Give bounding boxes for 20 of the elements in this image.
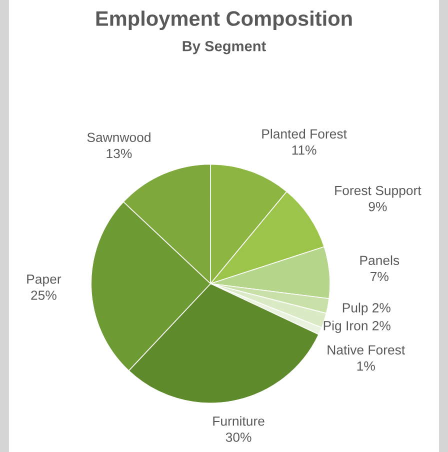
slice-label: Planted Forest (262, 128, 347, 139)
data-label: 11% (292, 145, 316, 155)
data-label: 2% (372, 303, 390, 312)
data-label: 1% (357, 361, 375, 371)
slice-label: Panels (360, 255, 400, 266)
data-label: 7% (370, 272, 388, 282)
slice-label: Pulp (342, 302, 368, 316)
slice-label: Pig Iron (324, 320, 368, 333)
slice-label: Forest Support (335, 186, 422, 198)
slice-label: Paper (27, 274, 62, 286)
data-label: 25% (31, 290, 56, 300)
chart-subtitle: By Segment (182, 40, 266, 54)
data-label: 30% (226, 432, 252, 442)
slice-label: Sawnwood (87, 132, 150, 142)
slice-label: Furniture (213, 416, 264, 426)
data-label: 13% (106, 148, 132, 158)
chart-title: Employment Composition (96, 10, 352, 30)
data-label: 2% (372, 321, 390, 330)
data-label: 9% (368, 202, 387, 212)
slice-label: Native Forest (328, 344, 405, 355)
